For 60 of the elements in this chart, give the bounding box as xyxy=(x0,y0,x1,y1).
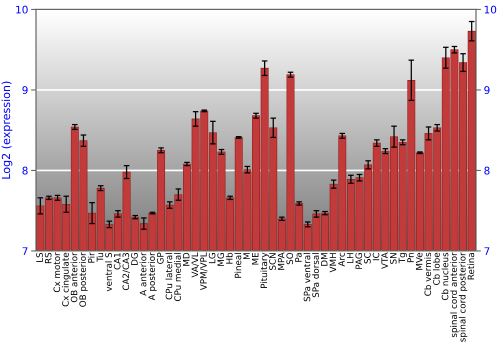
x-tick-label: MD xyxy=(183,252,190,266)
x-tick-label: Retina xyxy=(467,253,474,280)
x-tick-label: Pineal xyxy=(234,253,242,278)
x-tick-label: Arc xyxy=(338,252,345,266)
x-tick-label: CPu lateral xyxy=(165,253,172,300)
x-tick-label: spinal cord posterior xyxy=(458,252,468,342)
x-tick-label: SC xyxy=(364,252,371,264)
x-tick-label: SO xyxy=(286,252,294,264)
x-tick-label: spinal cord anterior xyxy=(450,252,459,338)
x-tick-label: Pn xyxy=(407,253,414,262)
x-tick-label: SN xyxy=(390,253,397,264)
x-tick-label: SPa ventral xyxy=(304,253,310,302)
y2-tick-label: 7 xyxy=(484,247,490,255)
x-tick-label: SPa dorsal xyxy=(312,253,319,298)
y-tick-label: 9 xyxy=(22,86,28,94)
x-tick-label: Cx motor xyxy=(53,252,60,292)
x-tick-label: Cb vermis xyxy=(424,252,432,296)
x-tick-label: LG xyxy=(208,253,216,264)
x-tick-label: Hb xyxy=(226,252,233,264)
x-tick-label: Pituitary xyxy=(260,252,269,288)
x-tick-label: CA1 xyxy=(114,253,120,270)
y-tick-label: 10 xyxy=(16,6,28,14)
y2-tick-label: 8 xyxy=(484,166,490,175)
y-tick-label: 7 xyxy=(22,247,28,255)
x-tick-label: PAG xyxy=(355,253,362,269)
x-tick-label: M xyxy=(243,253,250,260)
x-tick-label: Cb nucleus xyxy=(442,252,448,300)
x-tick-label: MVe xyxy=(416,252,422,270)
x-tick-label: VA/VL xyxy=(192,252,199,278)
x-tick-label: Cb lobe xyxy=(432,252,440,286)
x-tick-label: GP xyxy=(157,252,164,264)
x-tick-label: VTA xyxy=(381,252,388,269)
x-tick-label: ME xyxy=(252,252,258,265)
x-tick-label: LH xyxy=(346,253,354,263)
x-tick-label: Tg xyxy=(398,253,407,264)
x-tick-label: Tu xyxy=(96,253,104,262)
x-tick-label: CPu medial xyxy=(174,253,181,302)
x-tick-label: LS xyxy=(36,252,43,262)
x-tick-label: Pir xyxy=(88,252,94,263)
x-tick-label: IC xyxy=(372,252,380,260)
x-tick-label: A anterior xyxy=(140,252,146,296)
y2-tick-label: 9 xyxy=(484,86,490,94)
y2-tick-label: 10 xyxy=(484,6,496,14)
x-tick-label: RS xyxy=(44,252,52,264)
x-tick-label: ventral S xyxy=(105,252,112,292)
x-tick-label: DG xyxy=(131,253,138,265)
x-tick-label: SCN xyxy=(269,253,276,270)
x-tick-label: Cx cingulate xyxy=(62,252,70,306)
x-tick-label: OB anterior xyxy=(70,252,78,302)
x-tick-label: OB posterior xyxy=(79,252,88,307)
y-tick-label: 8 xyxy=(22,166,28,175)
x-tick-label: VMH xyxy=(330,253,336,272)
x-tick-label: CA2/CA3 xyxy=(122,253,130,290)
y-axis-title: Log2 (expression) xyxy=(2,82,12,179)
x-tick-label: MG xyxy=(217,253,224,266)
x-tick-label: A posterior xyxy=(148,252,157,300)
x-tick-label: VPM/VPL xyxy=(200,252,208,290)
x-tick-label: Pa xyxy=(295,253,302,262)
x-tick-label: MPA xyxy=(278,252,284,270)
x-tick-label: DM xyxy=(321,253,328,266)
